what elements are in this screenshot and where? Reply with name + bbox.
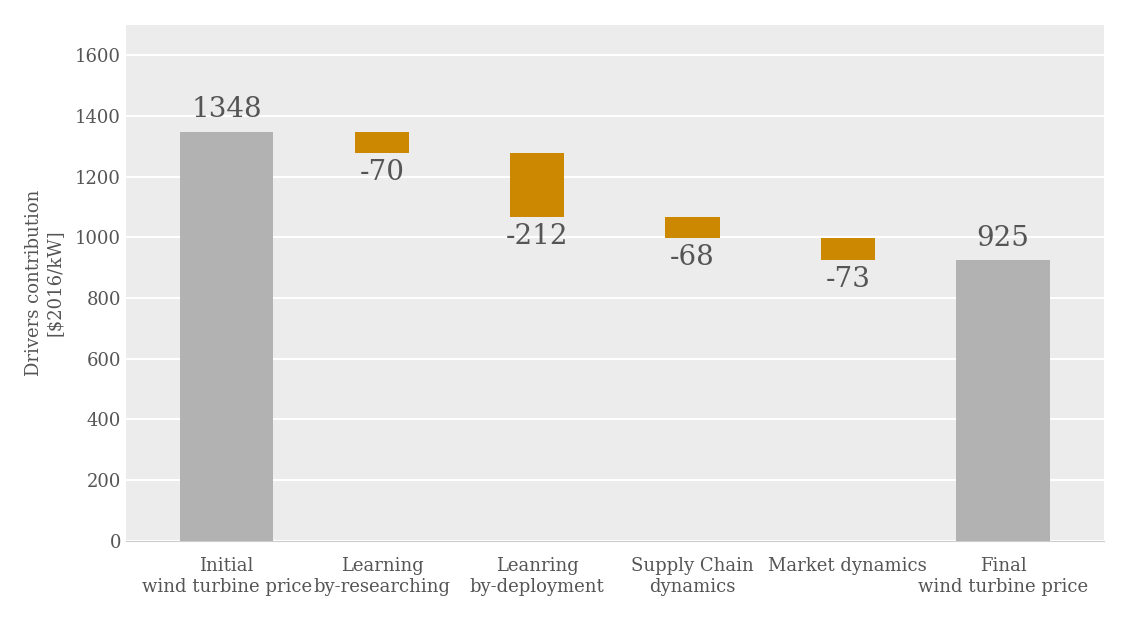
Bar <box>665 217 719 238</box>
Bar <box>510 153 564 217</box>
Text: -212: -212 <box>506 224 569 250</box>
Y-axis label: Drivers contribution
[$2016/kW]: Drivers contribution [$2016/kW] <box>25 189 64 376</box>
Bar <box>181 132 273 540</box>
Text: 1348: 1348 <box>192 96 262 123</box>
Text: -68: -68 <box>671 244 715 271</box>
Text: 925: 925 <box>977 225 1030 252</box>
Bar <box>956 260 1050 540</box>
Bar <box>821 238 875 260</box>
Text: -70: -70 <box>359 159 404 186</box>
Text: -73: -73 <box>825 266 870 293</box>
Bar <box>355 132 409 153</box>
